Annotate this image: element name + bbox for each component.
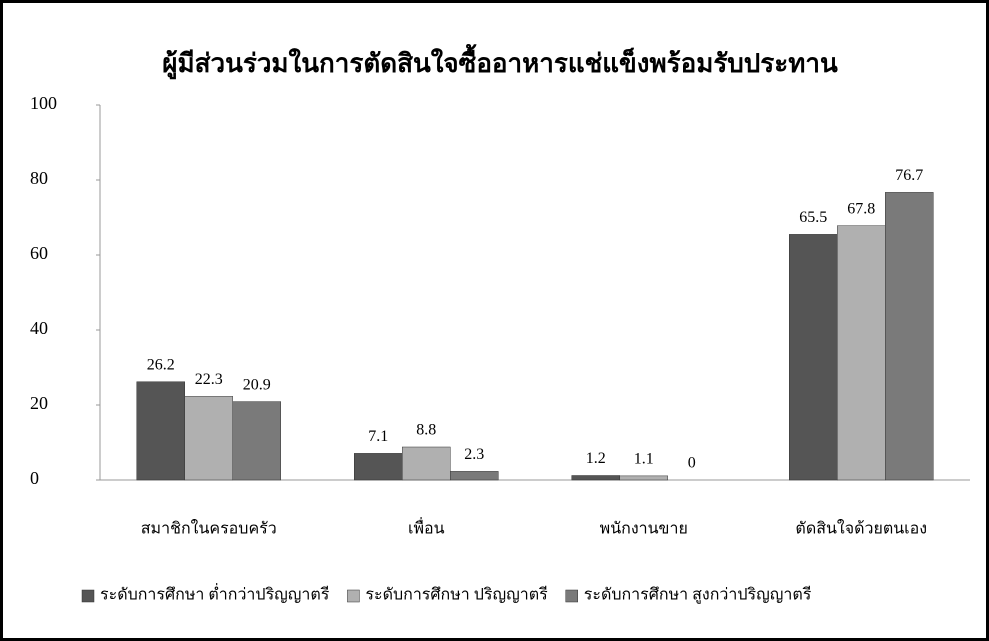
x-tick-label: พนักงานขาย <box>600 521 688 538</box>
bar <box>620 476 668 480</box>
bar <box>450 471 498 480</box>
chart-title: ผู้มีส่วนร่วมในการตัดสินใจซื้ออาหารแช่แข… <box>162 43 838 80</box>
legend-label: ระดับการศึกษา สูงกว่าปริญญาตรี <box>584 586 812 605</box>
value-label: 76.7 <box>895 167 923 184</box>
y-tick-label: 100 <box>30 93 57 113</box>
value-label: 26.2 <box>147 356 175 373</box>
legend-label: ระดับการศึกษา ต่ำกว่าปริญญาตรี <box>100 583 330 604</box>
value-label: 22.3 <box>195 371 223 388</box>
legend-swatch <box>347 590 359 602</box>
legend-swatch <box>566 590 578 602</box>
value-label: 20.9 <box>243 376 271 393</box>
value-label: 2.3 <box>464 446 484 463</box>
value-label: 67.8 <box>847 200 875 217</box>
y-tick-label: 40 <box>30 318 48 338</box>
chart: ผู้มีส่วนร่วมในการตัดสินใจซื้ออาหารแช่แข… <box>0 0 989 641</box>
bar <box>572 476 620 481</box>
y-tick-label: 0 <box>30 468 39 488</box>
bar <box>789 234 837 480</box>
bar <box>885 192 933 480</box>
y-tick-label: 80 <box>30 168 48 188</box>
bar <box>233 402 281 480</box>
bar <box>137 382 185 480</box>
y-tick-label: 60 <box>30 243 48 263</box>
value-label: 1.2 <box>586 450 606 467</box>
value-label: 0 <box>688 455 696 472</box>
bar <box>354 453 402 480</box>
x-tick-label: เพื่อน <box>408 517 445 538</box>
bar <box>402 447 450 480</box>
x-tick-label: ตัดสินใจด้วยตนเอง <box>795 519 927 538</box>
value-label: 7.1 <box>368 428 388 445</box>
legend-label: ระดับการศึกษา ปริญญาตรี <box>365 586 548 604</box>
page: {"chart_data": { "type": "bar", "title":… <box>0 0 989 641</box>
legend-swatch <box>82 590 94 602</box>
y-tick-label: 20 <box>30 393 48 413</box>
bar <box>837 226 885 480</box>
value-label: 65.5 <box>799 209 827 226</box>
x-tick-label: สมาชิกในครอบครัว <box>141 519 277 538</box>
value-label: 8.8 <box>416 422 436 439</box>
bar <box>185 396 233 480</box>
value-label: 1.1 <box>634 451 654 468</box>
